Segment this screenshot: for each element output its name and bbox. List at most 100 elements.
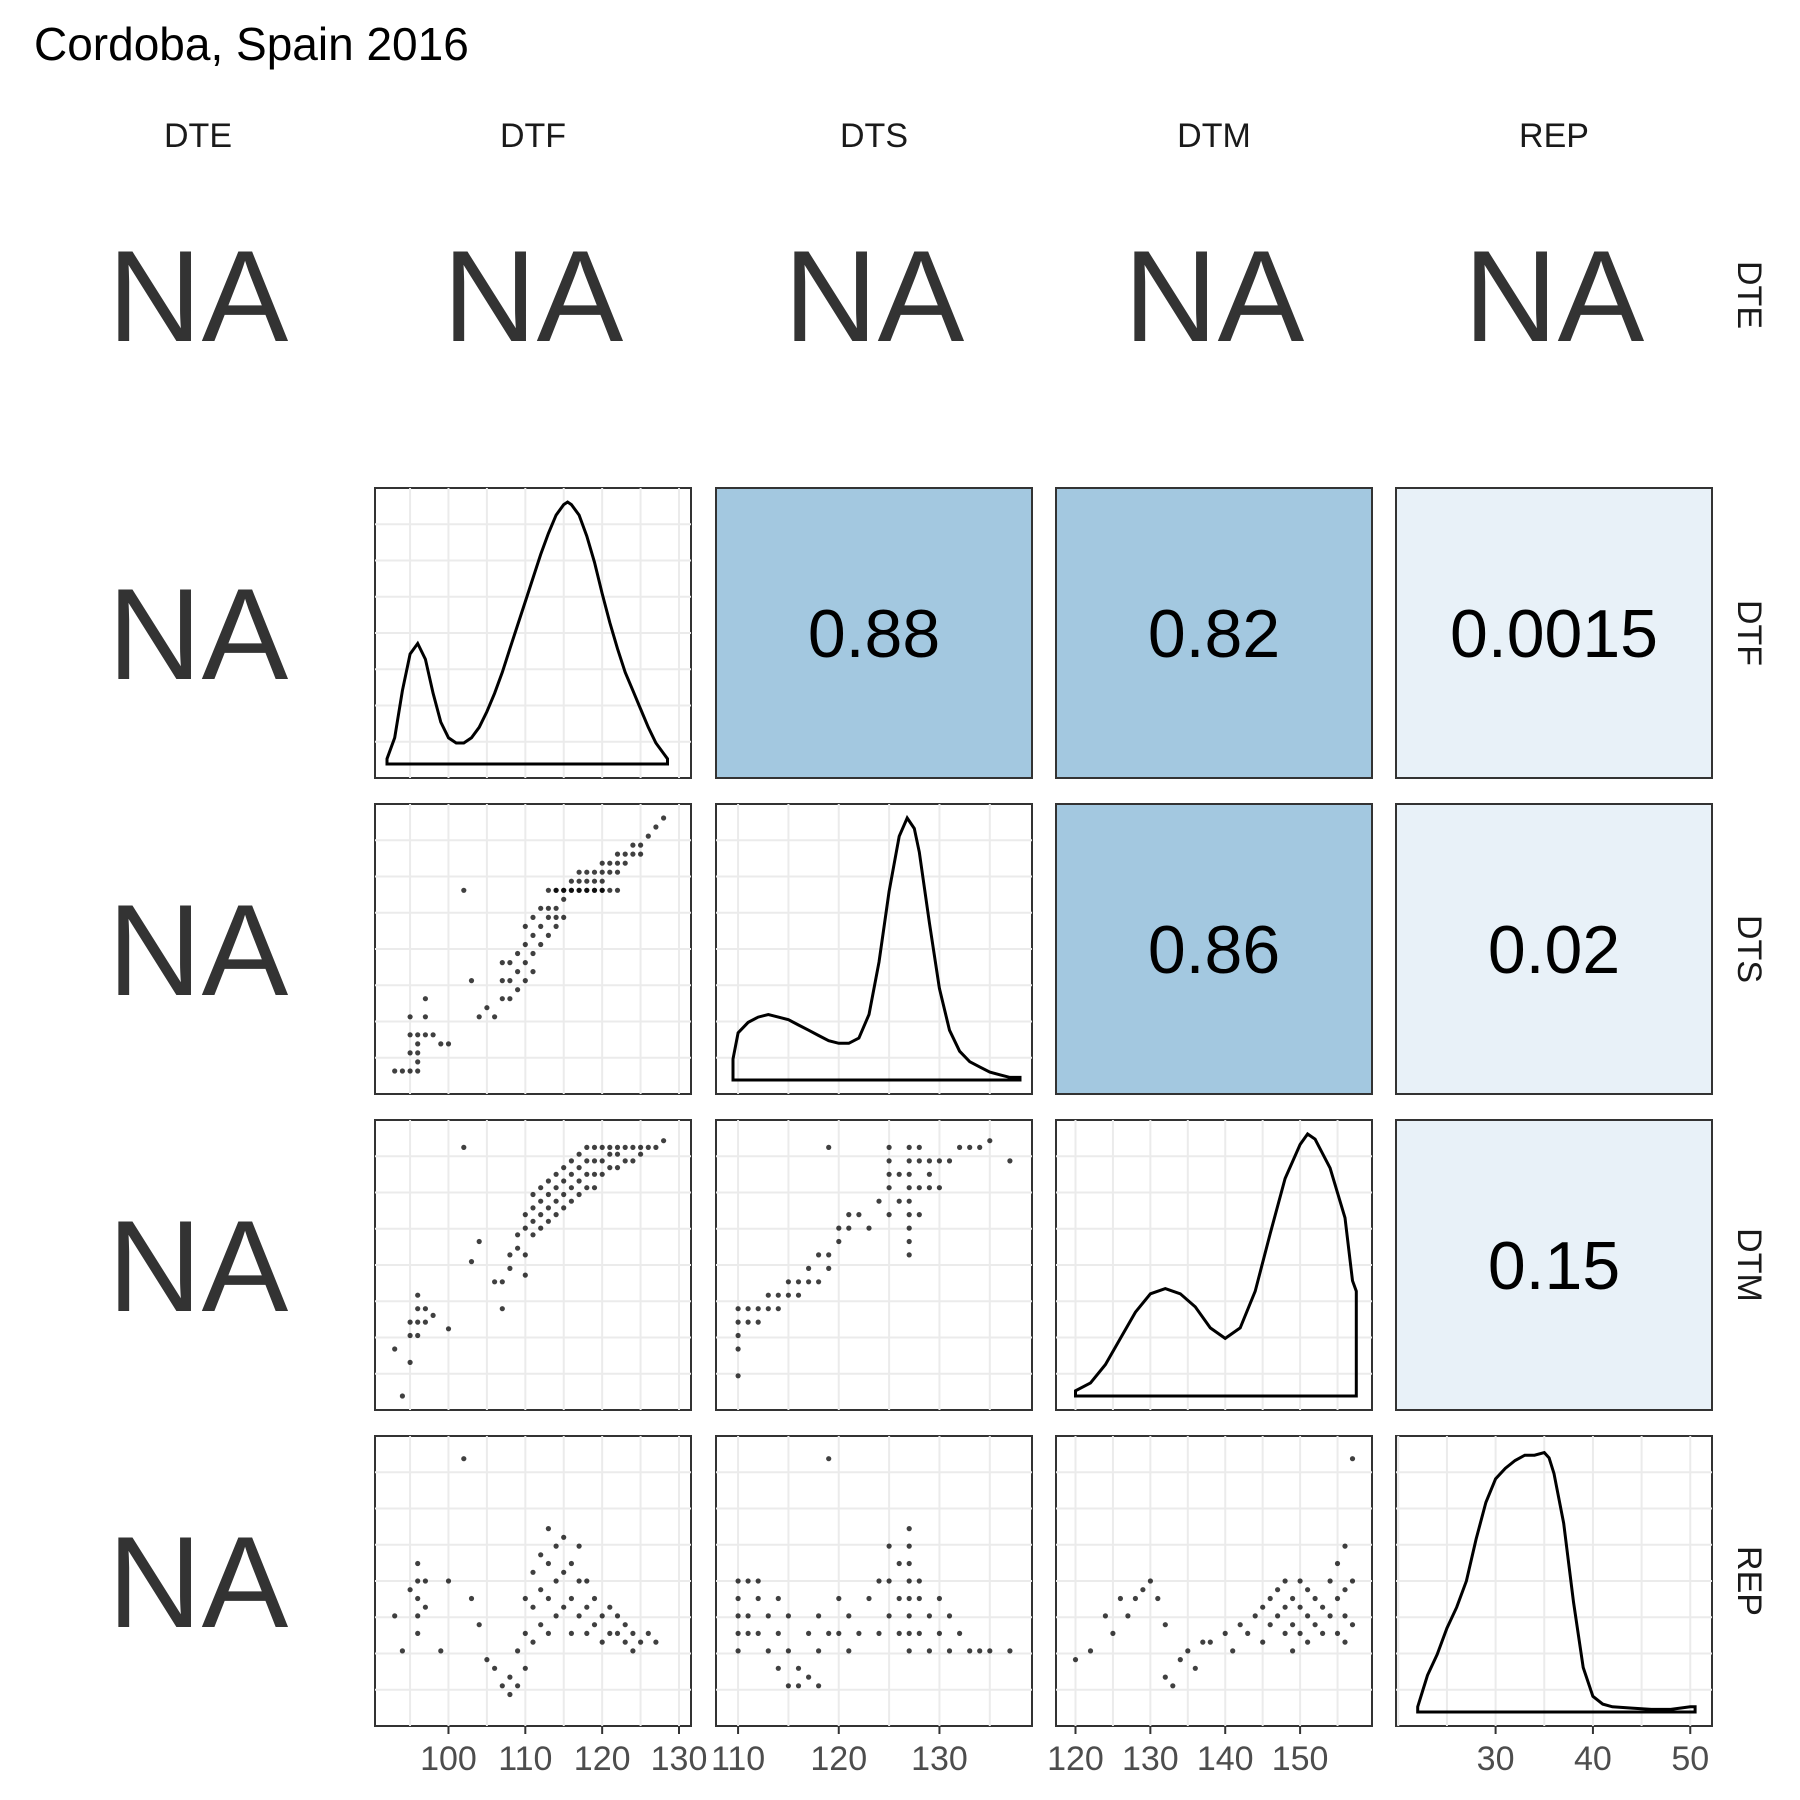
data-point bbox=[607, 860, 613, 866]
data-point bbox=[866, 1225, 872, 1231]
data-point bbox=[1170, 1683, 1176, 1689]
data-point bbox=[499, 978, 505, 984]
data-point bbox=[906, 1578, 912, 1584]
data-point bbox=[836, 1225, 842, 1231]
data-point bbox=[735, 1613, 741, 1619]
data-point bbox=[745, 1319, 751, 1325]
data-point bbox=[876, 1630, 882, 1636]
data-point bbox=[576, 1178, 582, 1184]
data-point bbox=[906, 1526, 912, 1532]
data-point bbox=[916, 1212, 922, 1218]
data-point bbox=[599, 1171, 605, 1177]
data-point bbox=[826, 1456, 832, 1462]
data-point bbox=[775, 1665, 781, 1671]
data-point bbox=[1162, 1674, 1168, 1680]
data-point bbox=[530, 1639, 536, 1645]
data-point bbox=[856, 1630, 862, 1636]
data-point bbox=[745, 1630, 751, 1636]
data-point bbox=[399, 1648, 405, 1654]
data-point bbox=[1192, 1665, 1198, 1671]
data-point bbox=[422, 1014, 428, 1020]
data-point bbox=[515, 969, 521, 975]
data-point bbox=[584, 1158, 590, 1164]
data-point bbox=[826, 1252, 832, 1258]
data-point bbox=[806, 1279, 812, 1285]
data-point bbox=[896, 1630, 902, 1636]
panel-dtm-rep: 0.15 bbox=[1395, 1119, 1713, 1411]
row-strip-labels: DTE DTF DTS DTM REP bbox=[1730, 261, 1768, 1616]
data-point bbox=[561, 1178, 567, 1184]
data-point bbox=[896, 1198, 902, 1204]
data-point bbox=[1110, 1630, 1116, 1636]
data-point bbox=[468, 1259, 475, 1265]
data-point bbox=[545, 1595, 552, 1602]
data-point bbox=[614, 869, 621, 875]
data-point bbox=[430, 1032, 436, 1038]
data-point bbox=[886, 1158, 892, 1164]
data-point bbox=[553, 887, 559, 893]
data-point bbox=[1147, 1578, 1153, 1584]
data-point bbox=[816, 1683, 822, 1689]
data-point bbox=[545, 887, 552, 893]
data-point bbox=[816, 1648, 822, 1654]
data-point bbox=[422, 996, 428, 1002]
data-point bbox=[1072, 1657, 1079, 1663]
data-point bbox=[926, 1158, 933, 1164]
data-point bbox=[1267, 1622, 1273, 1628]
data-point bbox=[530, 1205, 536, 1211]
data-point bbox=[576, 1543, 582, 1549]
data-point bbox=[896, 1171, 902, 1177]
data-point bbox=[415, 1630, 421, 1636]
data-point bbox=[545, 1191, 552, 1198]
data-point bbox=[886, 1212, 892, 1218]
data-point bbox=[816, 1613, 822, 1619]
data-point bbox=[1222, 1630, 1228, 1636]
data-point bbox=[622, 1144, 628, 1150]
correlation-value: 0.88 bbox=[808, 596, 940, 672]
data-point bbox=[484, 1657, 490, 1663]
data-point bbox=[538, 1198, 544, 1204]
data-point bbox=[445, 1578, 452, 1584]
data-point bbox=[415, 1292, 421, 1298]
column-strip-labels: DTE DTF DTS DTM REP bbox=[164, 117, 1589, 155]
data-point bbox=[591, 887, 598, 893]
data-point bbox=[1349, 1622, 1356, 1628]
correlation-value: 0.86 bbox=[1148, 912, 1280, 988]
data-point bbox=[392, 1613, 398, 1619]
panel-dtf-dts: 0.88 bbox=[715, 487, 1033, 779]
data-point bbox=[1162, 1622, 1168, 1628]
data-point bbox=[530, 914, 536, 921]
data-point bbox=[916, 1185, 922, 1191]
data-point bbox=[422, 1306, 428, 1312]
data-point bbox=[987, 1138, 993, 1144]
correlation-value: 0.82 bbox=[1148, 596, 1280, 672]
panel-dts-dtf bbox=[374, 803, 692, 1095]
data-point bbox=[576, 1151, 582, 1157]
data-point bbox=[735, 1319, 741, 1325]
x-tick-label-rep: 50 bbox=[1671, 1740, 1709, 1778]
panel-dte-dtf: NA bbox=[443, 223, 624, 369]
data-point bbox=[630, 1630, 636, 1636]
data-point bbox=[1125, 1613, 1131, 1619]
data-point bbox=[1275, 1587, 1281, 1593]
data-point bbox=[1327, 1613, 1333, 1619]
data-point bbox=[906, 1238, 912, 1245]
data-point bbox=[568, 1560, 575, 1567]
data-point bbox=[795, 1683, 802, 1689]
data-point bbox=[507, 978, 513, 984]
data-point bbox=[1305, 1639, 1311, 1645]
data-point bbox=[522, 1595, 528, 1602]
data-point bbox=[422, 1604, 428, 1610]
data-point bbox=[826, 1265, 832, 1271]
data-point bbox=[599, 1613, 605, 1619]
data-point bbox=[415, 1068, 421, 1074]
data-point bbox=[545, 1560, 552, 1567]
data-point bbox=[407, 1068, 413, 1074]
data-point bbox=[926, 1613, 933, 1619]
panel-dts-rep: 0.02 bbox=[1395, 803, 1713, 1095]
data-point bbox=[607, 1630, 613, 1636]
data-point bbox=[645, 1144, 651, 1150]
data-point bbox=[1290, 1648, 1296, 1654]
x-axis-ticks: 100 110 120 130 110 120 130 120 130 140 150 30 40 50 bbox=[420, 1726, 1709, 1778]
